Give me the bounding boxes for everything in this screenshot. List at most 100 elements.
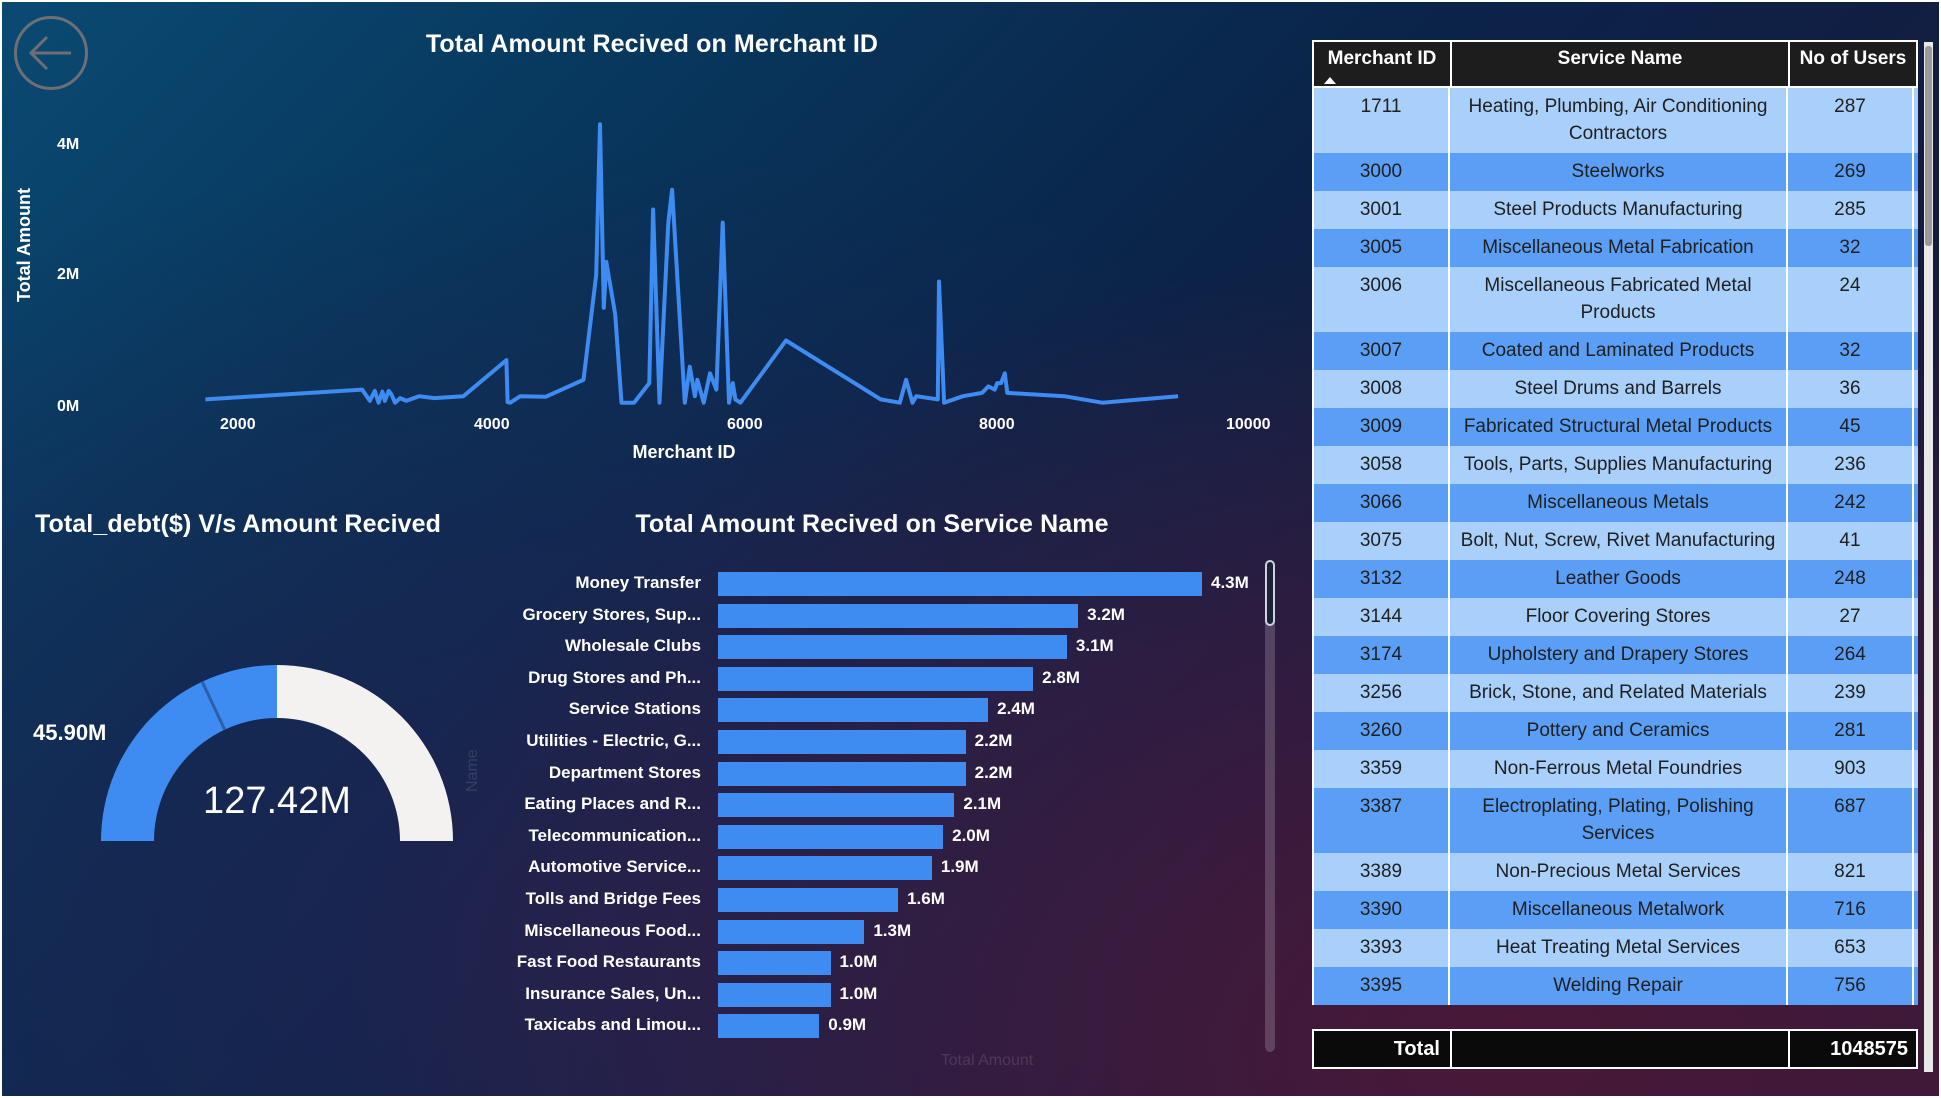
table-scrollbar[interactable] xyxy=(1924,42,1933,1072)
bar-data-label: 4.3M xyxy=(1211,573,1249,592)
cell-no-of-users: 32 xyxy=(1788,332,1914,370)
cell-merchant-id: 3058 xyxy=(1312,446,1450,484)
cell-merchant-id: 3256 xyxy=(1312,674,1450,712)
bar[interactable] xyxy=(718,730,966,754)
table-row[interactable]: 3390 Miscellaneous Metalwork 716 xyxy=(1312,891,1918,929)
bar-chart-ylabel: Name xyxy=(464,749,481,792)
cell-merchant-id: 3359 xyxy=(1312,750,1450,788)
cell-merchant-id: 3066 xyxy=(1312,484,1450,522)
table-total-row: Total 1048575 xyxy=(1312,1029,1918,1069)
cell-merchant-id: 3395 xyxy=(1312,967,1450,1005)
table-row[interactable]: 3393 Heat Treating Metal Services 653 xyxy=(1312,929,1918,967)
bar-data-label: 1.0M xyxy=(839,952,878,972)
bar[interactable] xyxy=(718,919,865,944)
table-row[interactable]: 3007 Coated and Laminated Products 32 xyxy=(1312,332,1918,370)
cell-service-name: Upholstery and Drapery Stores xyxy=(1450,636,1788,674)
cell-service-name: Heat Treating Metal Services xyxy=(1450,929,1788,967)
table-row[interactable]: 3066 Miscellaneous Metals 242 xyxy=(1312,484,1918,522)
cell-merchant-id: 1711 xyxy=(1312,88,1450,153)
bar[interactable] xyxy=(718,824,944,849)
bar[interactable] xyxy=(718,698,989,723)
table-row[interactable]: 3001 Steel Products Manufacturing 285 xyxy=(1312,191,1918,229)
bar-data-label: 1.0M xyxy=(839,983,878,1003)
table-row[interactable]: 3009 Fabricated Structural Metal Products… xyxy=(1312,408,1918,446)
bar[interactable] xyxy=(718,951,831,976)
bar-category-label: Telecommunication... xyxy=(528,825,701,845)
gauge-remaining-arc[interactable] xyxy=(277,665,453,841)
cell-no-of-users: 285 xyxy=(1788,191,1914,229)
line-chart-xlabel: Merchant ID xyxy=(632,442,736,462)
table-row[interactable]: 3132 Leather Goods 248 xyxy=(1312,560,1918,598)
line-chart-plot[interactable] xyxy=(2,2,1302,442)
table-row[interactable]: 3256 Brick, Stone, and Related Materials 2… xyxy=(1312,674,1918,712)
table-row[interactable]: 3387 Electroplating, Plating, Polishing S… xyxy=(1312,788,1918,853)
table-scroll-thumb[interactable] xyxy=(1925,46,1932,246)
cell-merchant-id: 3393 xyxy=(1312,929,1450,967)
gauge-target-marker xyxy=(200,681,227,731)
cell-service-name: Floor Covering Stores xyxy=(1450,598,1788,636)
cell-service-name: Miscellaneous Metals xyxy=(1450,484,1788,522)
bar[interactable] xyxy=(718,888,899,912)
x-tick: 10000 xyxy=(1226,416,1271,433)
table-row[interactable]: 3144 Floor Covering Stores 27 xyxy=(1312,598,1918,636)
table-row[interactable]: 3389 Non-Precious Metal Services 821 xyxy=(1312,853,1918,891)
table-row[interactable]: 3075 Bolt, Nut, Screw, Rivet Manufacturin… xyxy=(1312,522,1918,560)
bar[interactable] xyxy=(718,666,1034,691)
gauge-value-arc[interactable] xyxy=(101,665,277,841)
bar-data-label: 1.6M xyxy=(907,889,945,908)
table-row[interactable]: 1711 Heating, Plumbing, Air Conditioning … xyxy=(1312,88,1918,153)
y-tick: 0M xyxy=(57,398,80,415)
table-body: 1711 Heating, Plumbing, Air Conditioning … xyxy=(1312,88,1918,1005)
bar[interactable] xyxy=(718,635,1067,660)
bar-category-label: Tolls and Bridge Fees xyxy=(525,889,701,908)
column-header-merchant-id[interactable]: Merchant ID xyxy=(1314,42,1452,86)
table-row[interactable]: 3008 Steel Drums and Barrels 36 xyxy=(1312,370,1918,408)
bar[interactable] xyxy=(718,982,831,1007)
gauge-value-label: 45.90M xyxy=(33,720,107,745)
bar-category-label: Grocery Stores, Sup... xyxy=(522,604,701,624)
table-row[interactable]: 3395 Welding Repair 756 xyxy=(1312,967,1918,1005)
bar-chart-scroll-thumb[interactable] xyxy=(1265,560,1275,626)
bar[interactable] xyxy=(718,761,966,786)
bar[interactable] xyxy=(718,793,955,818)
line-chart-title: Total Amount Recived on Merchant ID xyxy=(425,30,879,58)
table-row[interactable]: 3000 Steelworks 269 xyxy=(1312,153,1918,191)
bar[interactable] xyxy=(718,572,1202,596)
line-series[interactable] xyxy=(205,122,1179,405)
table-row[interactable]: 3058 Tools, Parts, Supplies Manufacturing… xyxy=(1312,446,1918,484)
cell-no-of-users: 24 xyxy=(1788,267,1914,332)
cell-merchant-id: 3000 xyxy=(1312,153,1450,191)
cell-no-of-users: 287 xyxy=(1788,88,1914,153)
cell-merchant-id: 3132 xyxy=(1312,560,1450,598)
gauge-chart[interactable] xyxy=(92,657,462,857)
table-row[interactable]: 3359 Non-Ferrous Metal Foundries 903 xyxy=(1312,750,1918,788)
bar-category-label: Money Transfer xyxy=(575,573,701,592)
cell-no-of-users: 756 xyxy=(1788,967,1914,1005)
cell-merchant-id: 3144 xyxy=(1312,598,1450,636)
cell-service-name: Brick, Stone, and Related Materials xyxy=(1450,674,1788,712)
table-row[interactable]: 3174 Upholstery and Drapery Stores 264 xyxy=(1312,636,1918,674)
bar[interactable] xyxy=(718,1014,820,1039)
table-row[interactable]: 3260 Pottery and Ceramics 281 xyxy=(1312,712,1918,750)
bar[interactable] xyxy=(718,856,932,881)
cell-merchant-id: 3001 xyxy=(1312,191,1450,229)
bar[interactable] xyxy=(718,603,1079,628)
column-header-label: No of Users xyxy=(1799,48,1907,69)
bar-category-label: Automotive Service... xyxy=(528,857,701,877)
gauge-title: Total_debt($) V/s Amount Recived xyxy=(34,510,442,538)
column-header-no-of-users[interactable]: No of Users xyxy=(1790,42,1916,86)
cell-no-of-users: 242 xyxy=(1788,484,1914,522)
total-empty-cell xyxy=(1452,1031,1790,1067)
cell-merchant-id: 3389 xyxy=(1312,853,1450,891)
table-row[interactable]: 3006 Miscellaneous Fabricated Metal Produ… xyxy=(1312,267,1918,332)
cell-merchant-id: 3260 xyxy=(1312,712,1450,750)
cell-service-name: Welding Repair xyxy=(1450,967,1788,1005)
cell-service-name: Coated and Laminated Products xyxy=(1450,332,1788,370)
back-button[interactable] xyxy=(14,16,88,90)
total-value: 1048575 xyxy=(1830,1038,1908,1060)
x-tick: 6000 xyxy=(727,416,763,433)
bar-chart-scrollbar[interactable] xyxy=(1265,560,1275,1052)
x-tick: 2000 xyxy=(220,416,256,433)
column-header-service-name[interactable]: Service Name xyxy=(1452,42,1790,86)
table-row[interactable]: 3005 Miscellaneous Metal Fabrication 32 xyxy=(1312,229,1918,267)
